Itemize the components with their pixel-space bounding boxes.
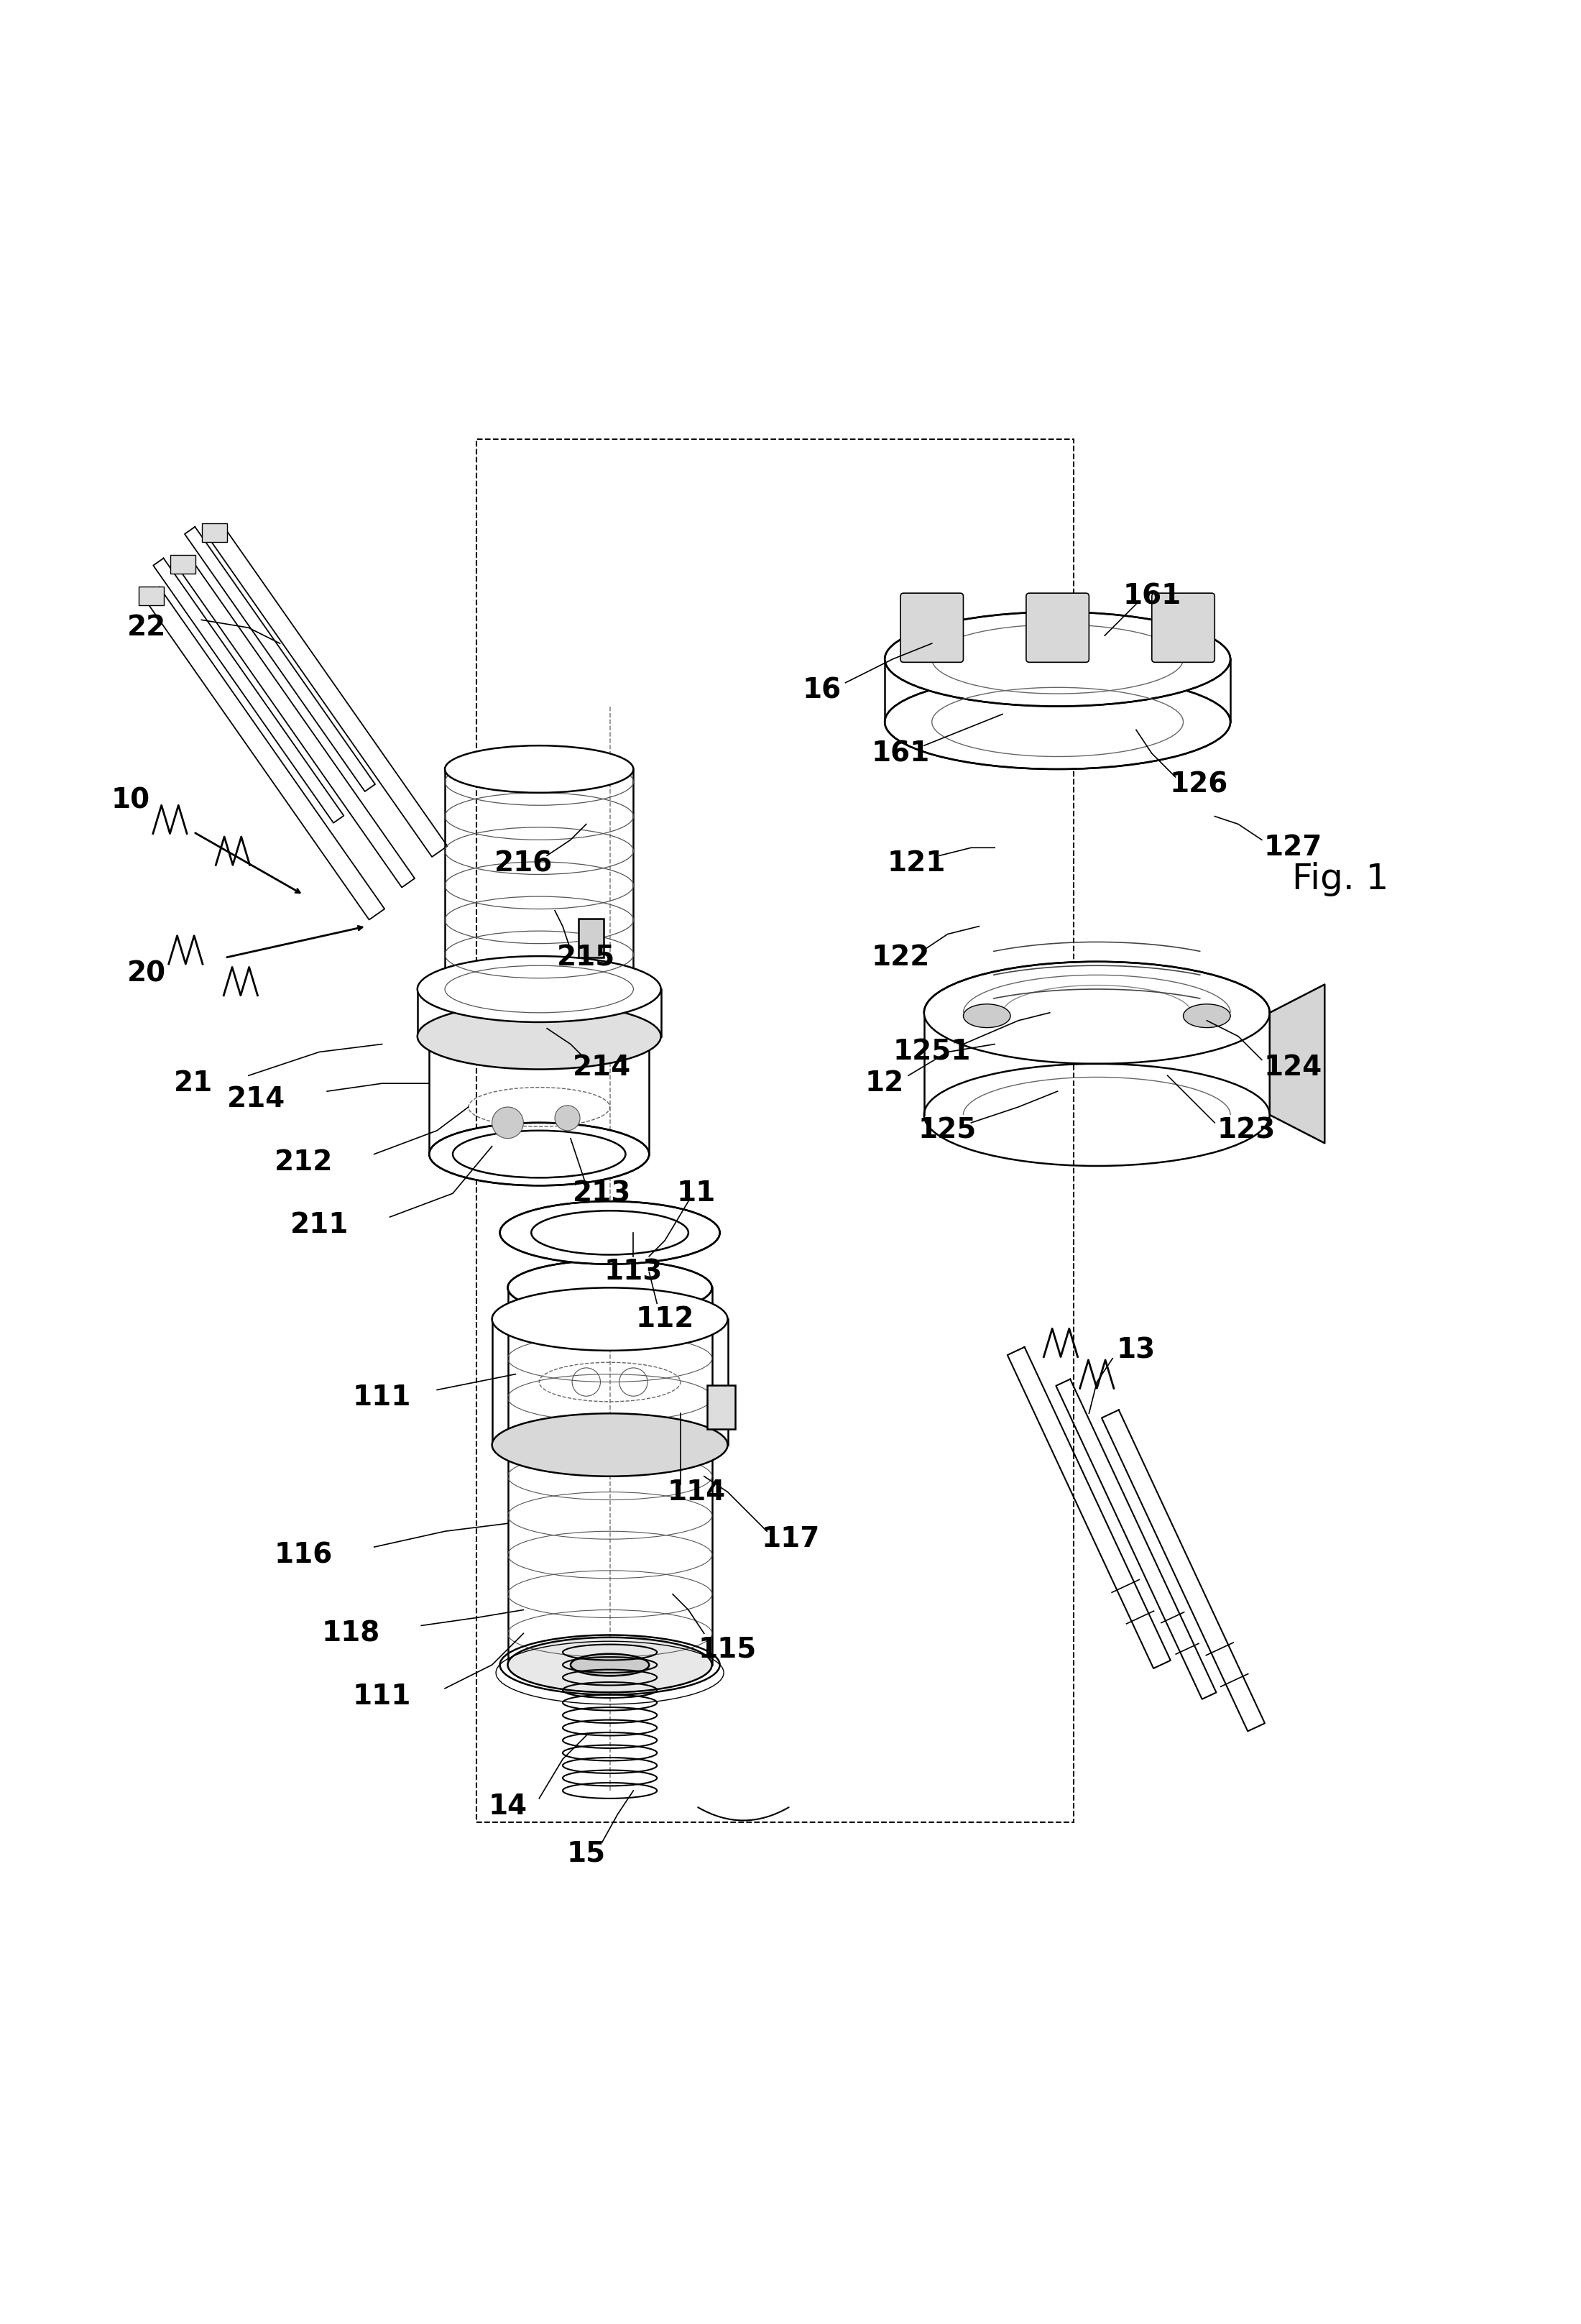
Bar [707,1385,735,1429]
Text: 212: 212 [274,1148,332,1176]
Text: 21: 21 [174,1069,213,1097]
Text: 1251: 1251 [893,1039,971,1067]
Ellipse shape [508,1260,711,1315]
Text: 22: 22 [126,614,166,641]
Text: 122: 122 [871,944,930,971]
Text: 13: 13 [1116,1336,1156,1364]
Text: 121: 121 [887,851,945,876]
Ellipse shape [963,1004,1010,1027]
Text: 213: 213 [572,1181,631,1206]
Ellipse shape [555,1106,580,1129]
Text: 114: 114 [667,1478,726,1506]
Ellipse shape [508,1638,711,1692]
Text: 127: 127 [1263,834,1322,862]
Text: 20: 20 [126,960,166,988]
Polygon shape [1270,985,1325,1143]
Ellipse shape [417,1004,661,1069]
Text: Fig. 1: Fig. 1 [1292,862,1388,897]
Ellipse shape [500,1202,719,1264]
Text: 215: 215 [557,944,615,971]
Text: 115: 115 [699,1636,757,1662]
Ellipse shape [492,1106,523,1139]
Text: 116: 116 [274,1541,332,1569]
Bar [202,523,228,541]
Ellipse shape [492,1413,727,1476]
FancyBboxPatch shape [1026,593,1089,662]
FancyBboxPatch shape [901,593,963,662]
Ellipse shape [885,611,1230,706]
Text: 126: 126 [1170,772,1228,799]
Text: 214: 214 [572,1055,631,1081]
Bar [476,439,1073,1822]
Ellipse shape [571,1655,650,1676]
FancyBboxPatch shape [1153,593,1214,662]
Ellipse shape [885,674,1230,769]
Text: 118: 118 [321,1620,379,1648]
Bar [139,586,164,604]
Ellipse shape [444,746,634,792]
Text: 161: 161 [871,739,930,767]
Text: 112: 112 [636,1306,694,1332]
Text: 10: 10 [111,788,150,813]
Text: 214: 214 [228,1085,286,1113]
Text: 111: 111 [353,1683,411,1710]
Bar [579,918,604,957]
Text: 15: 15 [568,1841,606,1866]
Bar [171,555,196,574]
Text: 14: 14 [489,1792,526,1820]
Ellipse shape [417,955,661,1023]
Text: 125: 125 [919,1118,977,1143]
Text: 16: 16 [803,676,841,704]
Ellipse shape [492,1287,727,1350]
Text: 211: 211 [289,1211,348,1239]
Text: 12: 12 [865,1069,904,1097]
Text: 117: 117 [762,1525,819,1552]
Ellipse shape [428,1122,650,1185]
Text: 113: 113 [604,1257,662,1285]
Text: 123: 123 [1217,1118,1276,1143]
Text: 216: 216 [495,851,553,876]
Ellipse shape [1183,1004,1230,1027]
Text: 161: 161 [1123,583,1181,609]
Ellipse shape [923,962,1270,1064]
Ellipse shape [428,1004,650,1067]
Text: 111: 111 [353,1385,411,1411]
Text: 124: 124 [1265,1055,1322,1081]
Text: 11: 11 [677,1181,716,1206]
